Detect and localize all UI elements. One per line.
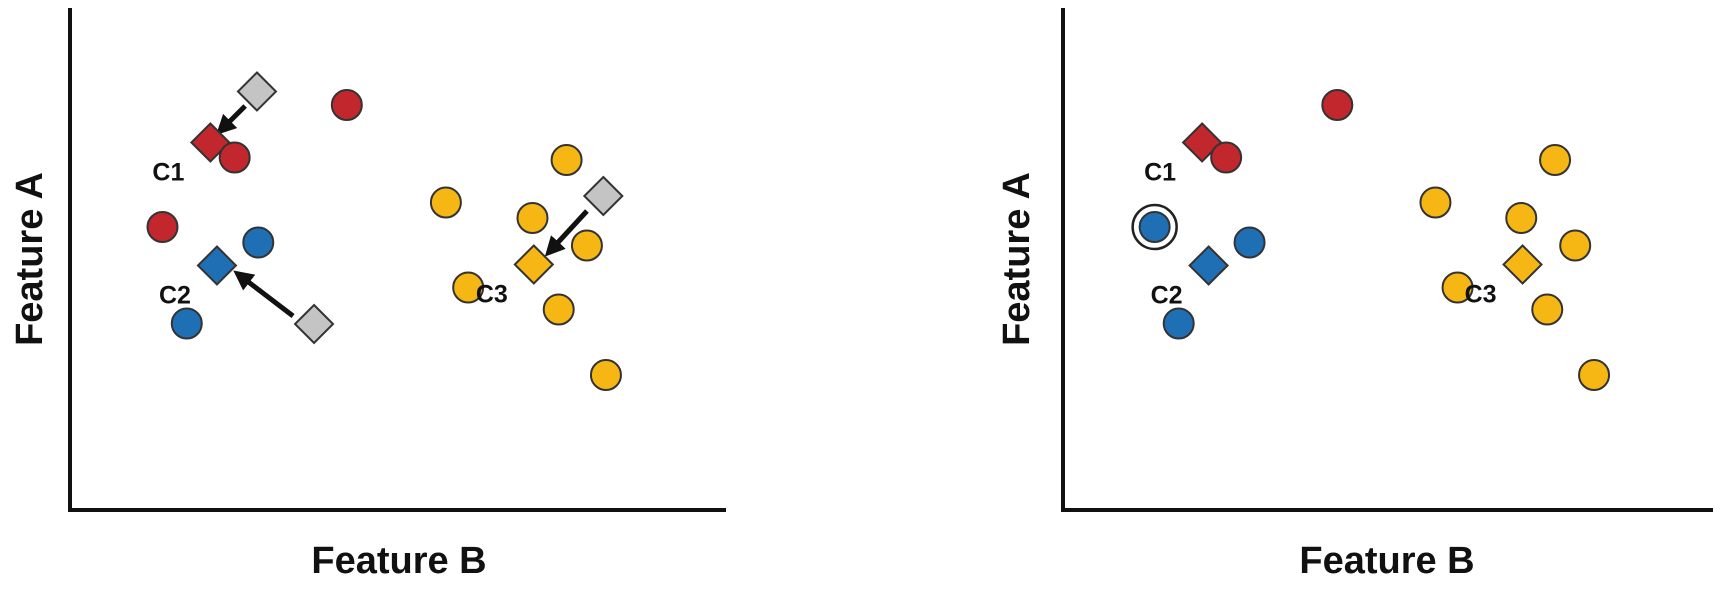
data-point-12 bbox=[1578, 359, 1611, 391]
data-point-4 bbox=[1233, 226, 1266, 259]
data-point-5 bbox=[170, 307, 203, 340]
data-point-11 bbox=[542, 293, 575, 326]
data-point-3 bbox=[146, 211, 179, 243]
data-point-8 bbox=[1505, 202, 1538, 234]
data-point-6 bbox=[1539, 144, 1572, 176]
previous-centroid-marker-2 bbox=[293, 303, 335, 345]
centroid-label-c1: C1 bbox=[1144, 159, 1176, 187]
centroid-label-c1: C1 bbox=[152, 159, 184, 187]
centroid-label-c3: C3 bbox=[1465, 281, 1497, 309]
y-axis-title: Feature A bbox=[996, 172, 1038, 346]
data-point-10 bbox=[452, 271, 485, 304]
centroid-move-arrow-3 bbox=[544, 209, 589, 257]
data-point-11 bbox=[1531, 293, 1564, 326]
data-point-1 bbox=[1321, 89, 1354, 121]
centroid-move-arrow-2 bbox=[233, 270, 295, 318]
data-point-7 bbox=[1419, 186, 1452, 219]
plot-marks: C1 C2 C3 bbox=[146, 71, 624, 391]
data-point-10 bbox=[1441, 271, 1474, 304]
previous-centroid-marker-3 bbox=[582, 175, 624, 217]
data-point-9 bbox=[1559, 229, 1592, 262]
data-point-2 bbox=[1210, 141, 1243, 174]
previous-centroid-marker-1 bbox=[236, 71, 278, 112]
centroid-move-arrow-1 bbox=[216, 104, 247, 136]
data-point-3 bbox=[1138, 211, 1171, 243]
centroid-marker-c3 bbox=[513, 244, 555, 285]
centroid-label-c3: C3 bbox=[476, 281, 508, 309]
centroid-marker-c2 bbox=[1188, 245, 1230, 286]
data-point-4 bbox=[242, 226, 275, 259]
x-axis-title: Feature B bbox=[311, 540, 486, 582]
data-point-1 bbox=[330, 89, 363, 121]
centroid-label-c2: C2 bbox=[1151, 282, 1183, 310]
y-axis-title: Feature A bbox=[9, 172, 51, 346]
centroid-marker-c2 bbox=[196, 245, 238, 286]
data-point-12 bbox=[589, 359, 622, 391]
centroid-label-c2: C2 bbox=[159, 282, 191, 310]
x-axis-title: Feature B bbox=[1299, 540, 1474, 582]
data-point-8 bbox=[516, 202, 549, 234]
data-point-2 bbox=[218, 141, 251, 174]
data-point-6 bbox=[550, 144, 583, 176]
data-point-7 bbox=[429, 186, 462, 219]
left-plot-panel: Feature B Feature A C1 C2 C3 bbox=[9, 8, 726, 582]
data-point-5 bbox=[1162, 307, 1195, 340]
plot-marks: C1 C2 C3 bbox=[1131, 89, 1611, 391]
centroid-marker-c3 bbox=[1502, 244, 1543, 285]
data-point-9 bbox=[570, 229, 603, 262]
right-plot-panel: Feature B Feature A C1 C2 C3 bbox=[996, 8, 1713, 582]
